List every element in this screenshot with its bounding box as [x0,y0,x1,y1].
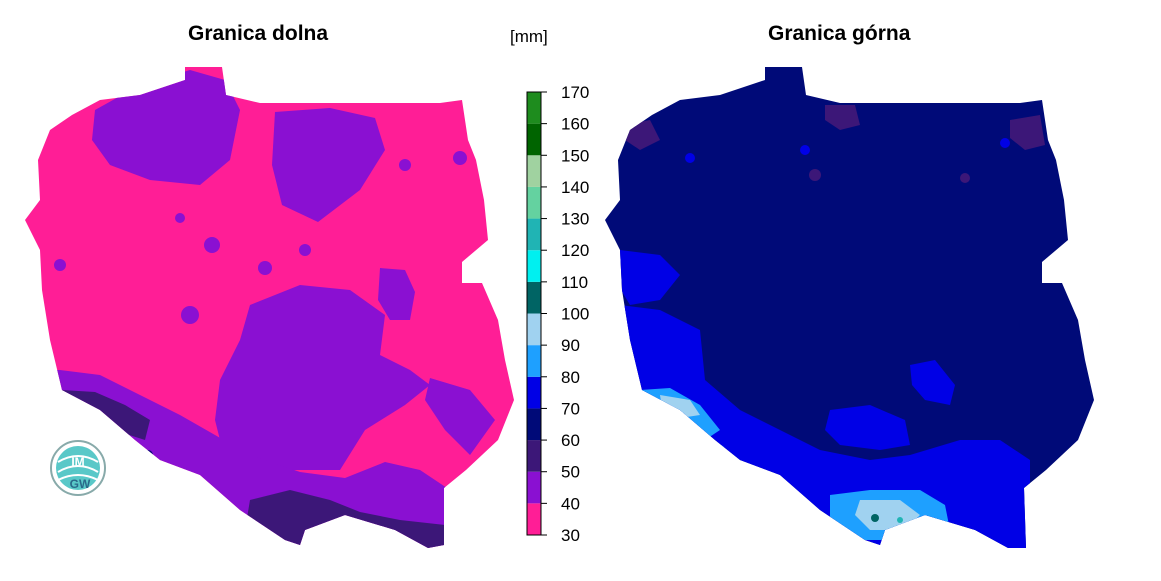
legend-swatch-80-90 [527,345,541,377]
legend-tick-label-90: 90 [561,336,580,355]
legend-swatch-50-60 [527,440,541,472]
legend-tick-label-50: 50 [561,463,580,482]
legend-tick-label-150: 150 [561,146,589,165]
map-upper-bound [605,67,1094,548]
legend-swatch-140-150 [527,155,541,187]
legend-tick-label-70: 70 [561,399,580,418]
legend-swatch-90-100 [527,313,541,346]
color-legend: 30 40 50 60 70 80 90 100 110 120 130 140 150 160 170 [526,83,589,545]
legend-swatch-150-160 [527,123,541,156]
legend-swatch-120-130 [527,218,541,251]
legend-tick-label-80: 80 [561,368,580,387]
legend-swatch-100-110 [527,281,541,314]
legend-tick-label-140: 140 [561,178,589,197]
legend-swatch-70-80 [527,376,541,409]
legend-swatch-130-140 [527,186,541,219]
legend-tick-label-120: 120 [561,241,589,260]
map-title-upper-bound: Granica górna [768,22,911,45]
logo-text-im: IM [71,455,84,469]
legend-tick-label-100: 100 [561,305,589,324]
legend-unit-label: [mm] [510,27,548,46]
legend-tick-label-40: 40 [561,494,580,513]
legend-tick-label-30: 30 [561,526,580,545]
map-title-lower-bound: Granica dolna [188,22,329,45]
imgw-logo: IM GW [50,440,106,496]
legend-swatch-110-120 [527,250,541,282]
legend-frame [526,91,542,536]
legend-swatch-30-40 [527,503,541,535]
legend-tick-label-160: 160 [561,115,589,134]
legend-tick-label-60: 60 [561,431,580,450]
legend-tick-label-130: 130 [561,210,589,229]
logo-text-gw: GW [70,477,91,491]
legend-tick-label-170: 170 [561,83,589,102]
legend-tick-label-110: 110 [561,273,588,292]
legend-swatch-40-50 [527,471,541,504]
legend-swatch-160-170 [527,92,541,124]
legend-swatch-60-70 [527,408,541,441]
